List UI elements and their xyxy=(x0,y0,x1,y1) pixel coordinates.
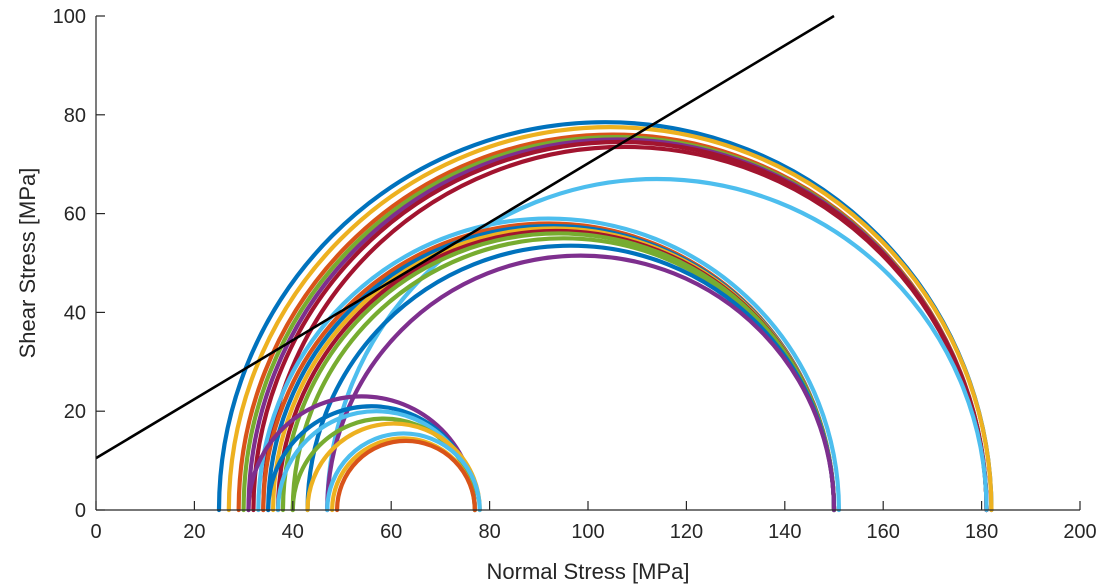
mohr-circle-21 xyxy=(290,416,477,513)
y-tick-label: 0 xyxy=(75,500,86,522)
x-tick-label: 160 xyxy=(867,521,900,543)
mohr-circle-25 xyxy=(334,438,477,513)
x-tick-label: 80 xyxy=(478,521,500,543)
y-tick-label: 80 xyxy=(64,105,86,127)
mohr-circle-13 xyxy=(275,228,837,513)
x-tick-label: 100 xyxy=(571,521,604,543)
x-tick-label: 180 xyxy=(965,521,998,543)
y-tick-label: 60 xyxy=(64,204,86,226)
mohr-circle-8 xyxy=(325,177,989,513)
mohr-circle-2 xyxy=(226,125,994,513)
mohr-circle-17 xyxy=(325,253,837,513)
mohr-circle-9 xyxy=(256,216,842,513)
x-tick-label: 0 xyxy=(90,521,101,543)
mohr-circle-7 xyxy=(261,144,989,513)
y-tick-label: 100 xyxy=(53,6,86,28)
x-axis-title: Normal Stress [MPa] xyxy=(487,559,690,584)
ticks: 0 20 40 60 80 100 120 140 160 180 200 0 20 40 60 80 100 xyxy=(53,6,1097,543)
axes xyxy=(95,16,1080,511)
y-tick-label: 20 xyxy=(64,401,86,423)
y-tick-label: 40 xyxy=(64,302,86,324)
mohr-circle-23 xyxy=(325,431,482,513)
x-tick-label: 120 xyxy=(670,521,703,543)
x-tick-label: 140 xyxy=(768,521,801,543)
x-tick-label: 60 xyxy=(380,521,402,543)
failure-envelope-line xyxy=(95,14,835,460)
plot-area xyxy=(95,14,994,513)
x-tick-label: 200 xyxy=(1063,521,1096,543)
y-axis-title: Shear Stress [MPa] xyxy=(15,168,40,359)
x-tick-label: 40 xyxy=(282,521,304,543)
x-tick-label: 20 xyxy=(183,521,205,543)
